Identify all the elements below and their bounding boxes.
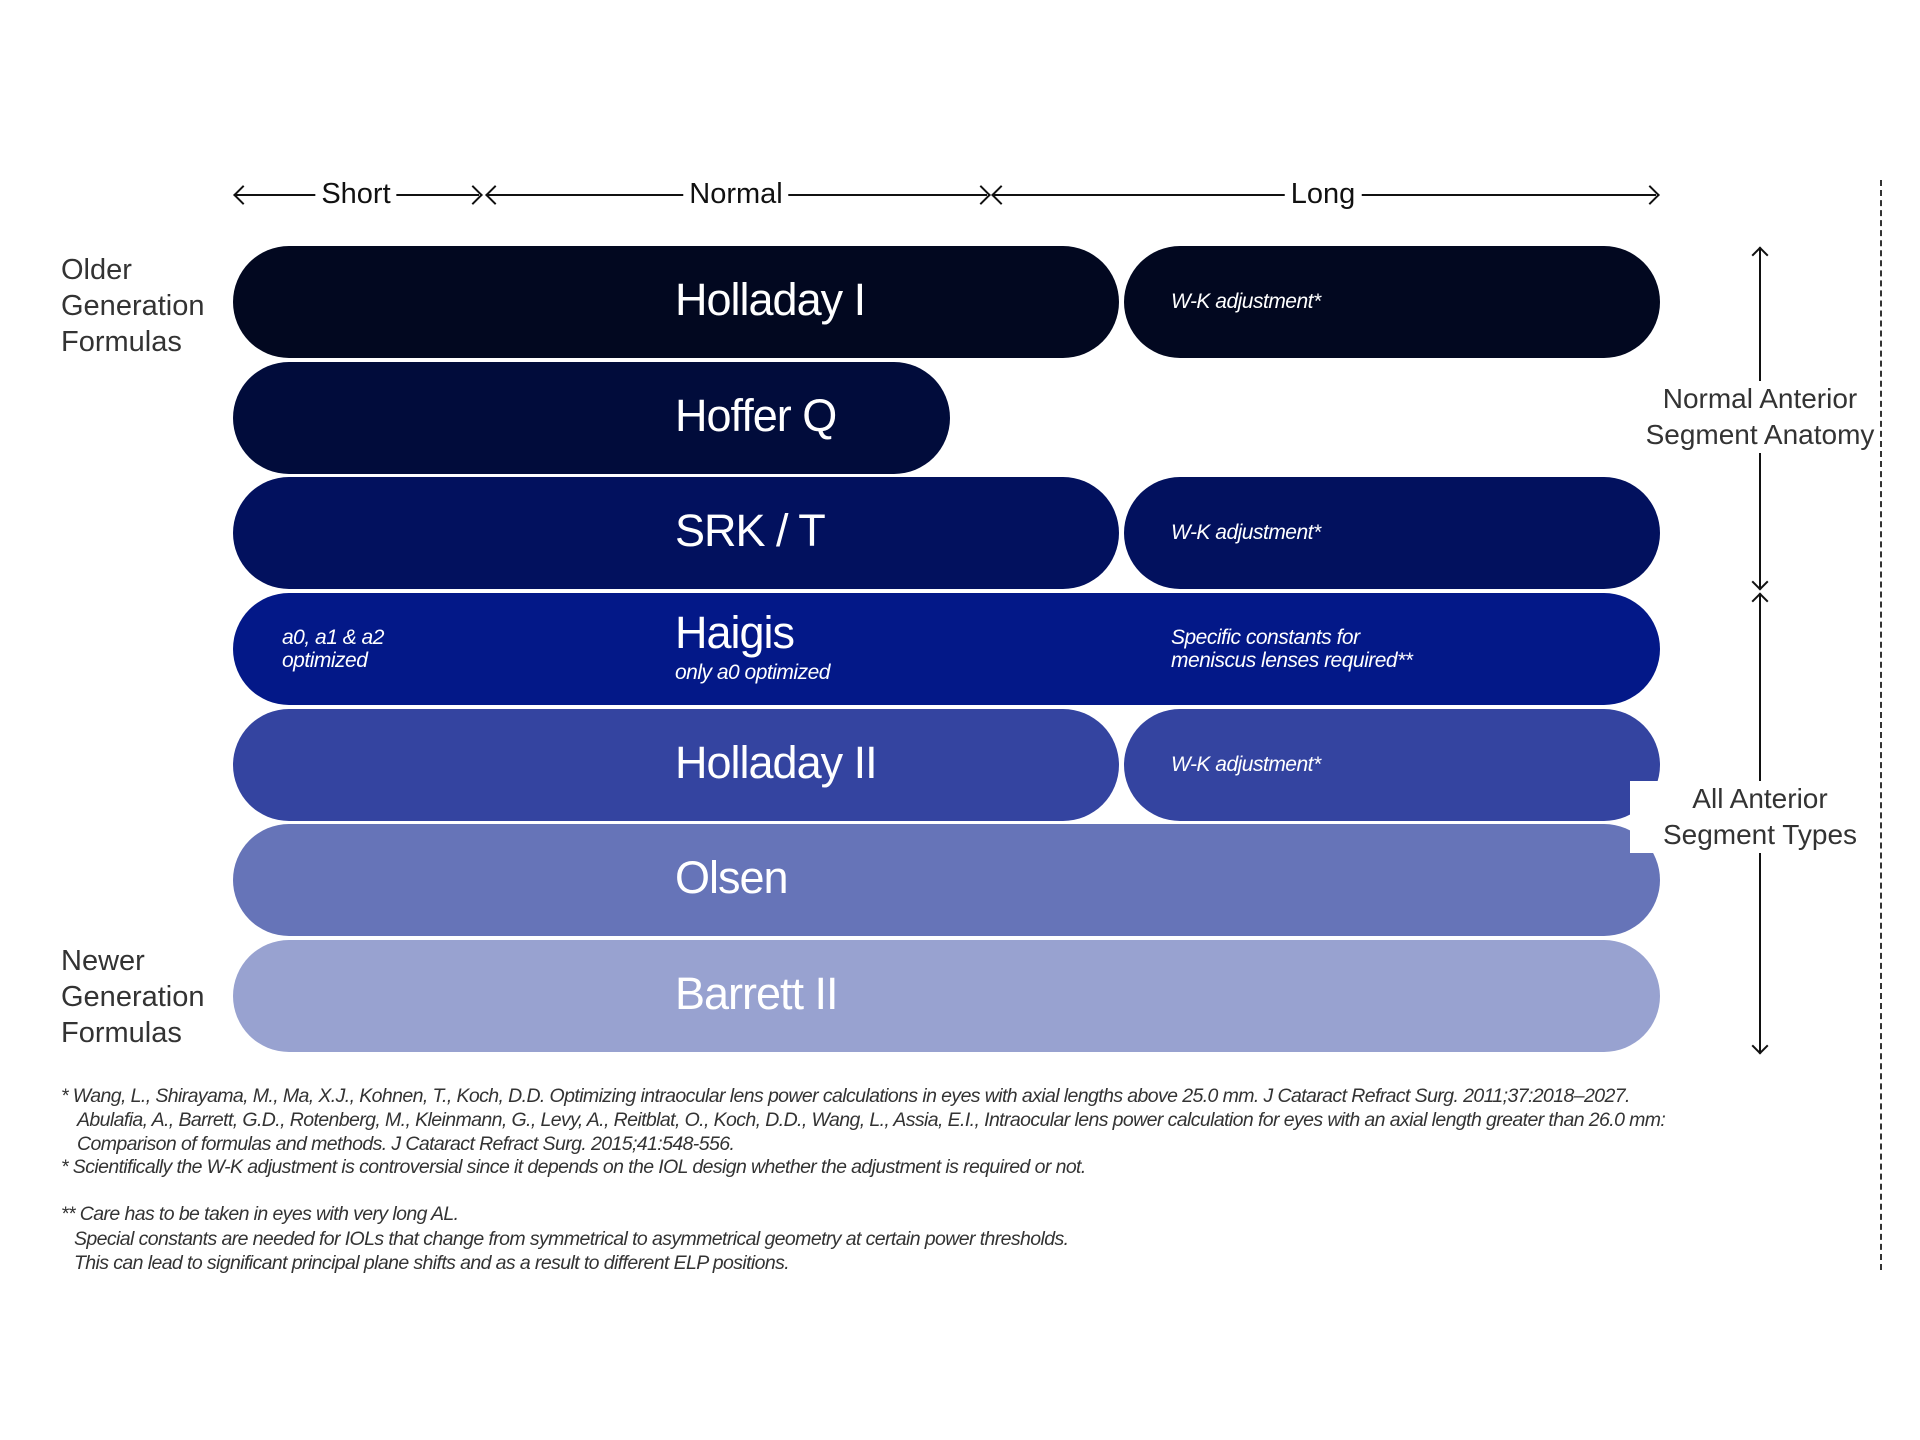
all-anatomy-label: All Anterior Segment Types	[1630, 781, 1890, 853]
arrow-right-icon	[1640, 185, 1660, 205]
range-short-label: Short	[315, 178, 397, 211]
label-line: Segment Types	[1662, 819, 1858, 850]
formula-srk-t: SRK / T	[233, 477, 1119, 589]
short-note: a0, a1 & a2 optimized	[282, 626, 384, 672]
footnote: This can lead to significant principal p…	[74, 1252, 790, 1274]
arrow-right-icon	[971, 185, 991, 205]
arrow-left-icon	[233, 185, 253, 205]
label-line: Generation	[61, 290, 205, 322]
footnote: Special constants are needed for IOLs th…	[74, 1228, 1069, 1250]
label-line: Formulas	[61, 326, 182, 358]
srk-t-long-note: W-K adjustment*	[1124, 477, 1660, 589]
formula-hoffer-q: Hoffer Q	[233, 362, 950, 474]
wk-adjustment-note: W-K adjustment*	[1171, 521, 1321, 544]
range-normal-label: Normal	[683, 178, 789, 211]
formula-barrett-ii: Barrett II	[233, 940, 1660, 1052]
formula-name: Hoffer Q	[675, 390, 837, 441]
older-generation-label: Older Generation Formulas	[61, 252, 205, 360]
normal-anatomy-label: Normal Anterior Segment Anatomy	[1630, 381, 1890, 453]
formula-name: Holladay II	[675, 737, 878, 788]
label-line: Normal Anterior	[1662, 383, 1858, 414]
arrow-right-icon	[463, 185, 483, 205]
label-line: Formulas	[61, 1017, 182, 1049]
long-note: Specific constants for meniscus lenses r…	[1171, 626, 1413, 672]
footnote: Abulafia, A., Barrett, G.D., Rotenberg, …	[77, 1109, 1666, 1131]
formula-name: SRK / T	[675, 505, 826, 556]
holladay-ii-long-note: W-K adjustment*	[1124, 709, 1660, 821]
holladay-i-long-note: W-K adjustment*	[1124, 246, 1660, 358]
formula-olsen: Olsen	[233, 824, 1660, 936]
formula-name: Olsen	[675, 852, 789, 903]
footnote: Comparison of formulas and methods. J Ca…	[77, 1133, 735, 1155]
wk-adjustment-note: W-K adjustment*	[1171, 290, 1321, 313]
note-line: optimized	[282, 649, 368, 672]
label-line: Newer	[61, 945, 145, 977]
note-line: a0, a1 & a2	[282, 626, 384, 649]
note-line: meniscus lenses required**	[1171, 649, 1413, 672]
footnote: ** Care has to be taken in eyes with ver…	[61, 1203, 459, 1225]
formula-subtitle: only a0 optimized	[675, 661, 830, 684]
formula-holladay-ii: Holladay II	[233, 709, 1119, 821]
formula-name: Haigis	[675, 607, 795, 658]
arrow-up-icon	[1751, 592, 1769, 610]
label-line: Segment Anatomy	[1645, 419, 1875, 450]
wk-adjustment-note: W-K adjustment*	[1171, 753, 1321, 776]
formula-name: Holladay I	[675, 274, 866, 325]
newer-generation-label: Newer Generation Formulas	[61, 943, 205, 1051]
dashed-divider	[1880, 180, 1882, 1270]
footnote: * Scientifically the W-K adjustment is c…	[61, 1156, 1086, 1178]
formula-name: Barrett II	[675, 968, 839, 1019]
note-line: Specific constants for	[1171, 626, 1360, 649]
footnote: * Wang, L., Shirayama, M., Ma, X.J., Koh…	[61, 1085, 1630, 1107]
formula-holladay-i: Holladay I	[233, 246, 1119, 358]
label-line: Older	[61, 254, 132, 286]
arrow-up-icon	[1751, 246, 1769, 264]
label-line: All Anterior	[1692, 783, 1828, 814]
arrow-down-icon	[1751, 573, 1769, 591]
formula-haigis: Haigis only a0 optimized a0, a1 & a2 opt…	[233, 593, 1660, 705]
label-line: Generation	[61, 981, 205, 1013]
range-long-label: Long	[1284, 178, 1362, 211]
arrow-left-icon	[485, 185, 505, 205]
arrow-left-icon	[991, 185, 1011, 205]
arrow-down-icon	[1751, 1037, 1769, 1055]
